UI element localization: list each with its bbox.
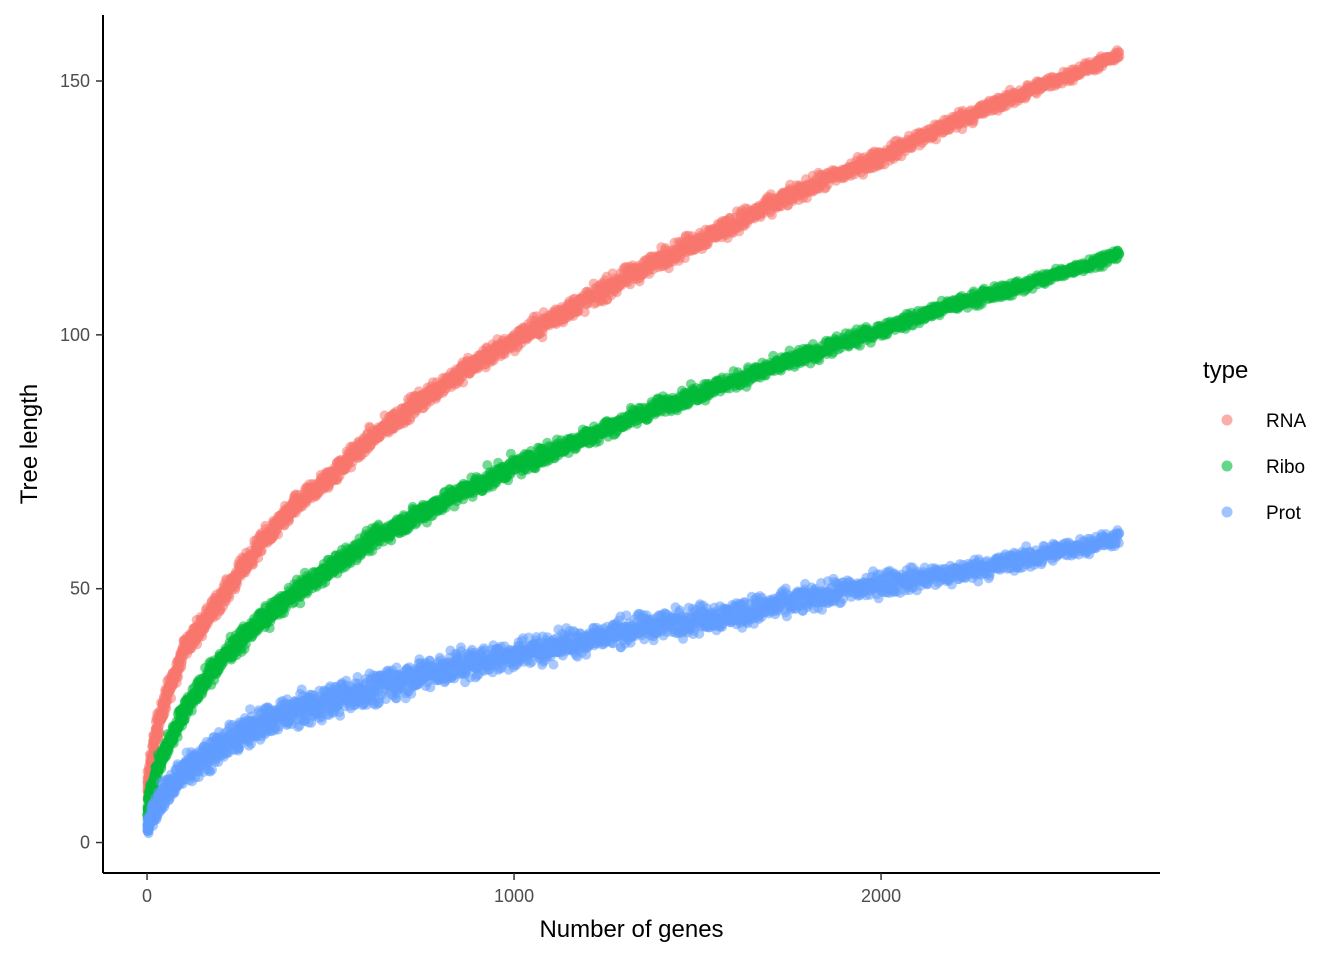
data-point — [273, 529, 283, 540]
data-point — [166, 693, 177, 704]
data-point — [386, 535, 397, 546]
data-point — [1114, 47, 1125, 58]
data-point — [172, 732, 183, 742]
series-ribo — [142, 245, 1125, 824]
points-layer — [142, 45, 1125, 839]
series-rna — [142, 45, 1125, 806]
data-point — [154, 727, 165, 738]
